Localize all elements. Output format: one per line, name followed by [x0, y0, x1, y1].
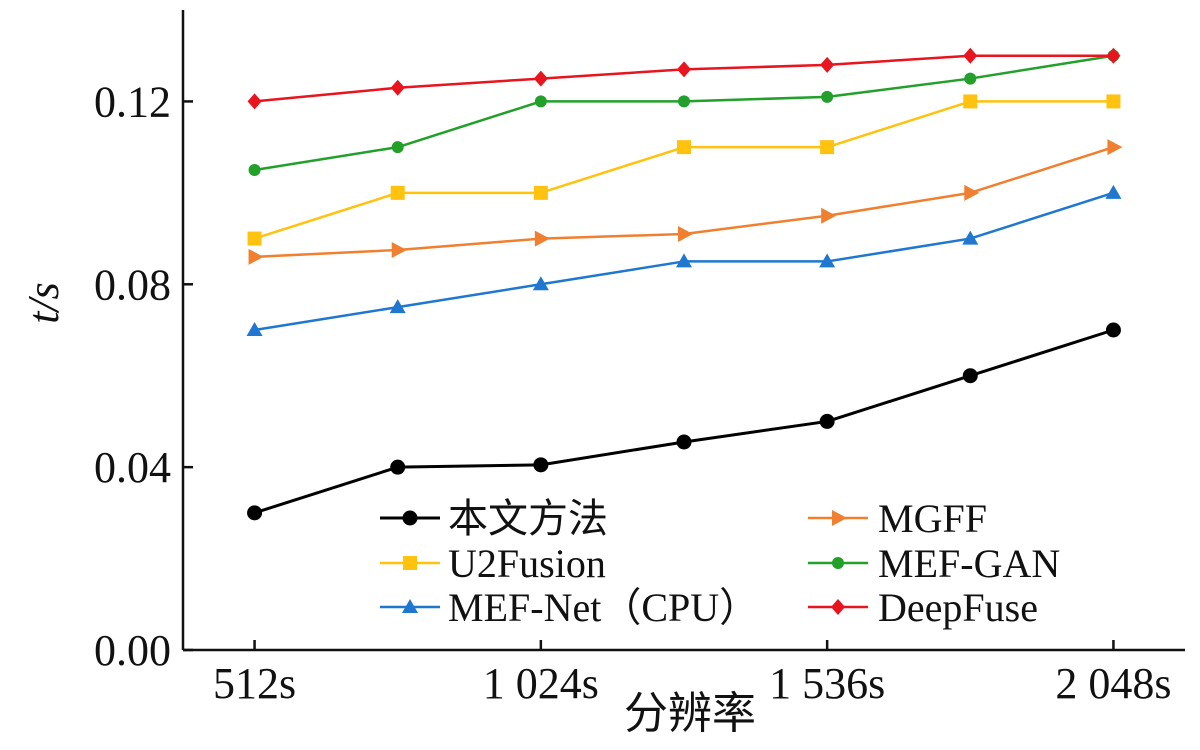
- data-point: [677, 140, 691, 155]
- data-point: [1107, 139, 1123, 156]
- data-point: [677, 61, 691, 78]
- legend-item: 本文方法: [380, 496, 608, 541]
- data-point: [246, 322, 263, 336]
- legend-marker: [832, 510, 847, 526]
- data-point: [821, 90, 834, 103]
- x-tick-label: 1 536s: [769, 659, 885, 708]
- legend-label: U2Fusion: [448, 541, 606, 586]
- data-point: [1105, 184, 1122, 199]
- chart-series: [246, 47, 1123, 521]
- data-point: [247, 505, 263, 521]
- y-tick-label: 0.12: [94, 77, 171, 126]
- data-point: [248, 164, 261, 176]
- series-line: [254, 328, 1114, 515]
- legend-label: MEF-Net（CPU）: [448, 585, 759, 630]
- data-point: [248, 248, 264, 265]
- data-point: [1106, 94, 1121, 109]
- x-tick-label: 1 024s: [483, 659, 599, 708]
- data-point: [391, 141, 404, 154]
- data-point: [676, 434, 692, 450]
- data-point: [533, 185, 548, 200]
- data-point: [534, 95, 547, 108]
- legend-item: MGFF: [808, 496, 987, 541]
- data-point: [247, 231, 262, 246]
- series-1: [247, 94, 1121, 246]
- data-point: [390, 79, 405, 96]
- y-tick-label: 0.08: [94, 260, 171, 309]
- data-point: [678, 95, 690, 108]
- data-point: [678, 226, 693, 242]
- y-tick-label: 0.00: [94, 626, 171, 675]
- legend-marker: [402, 510, 418, 526]
- data-point: [963, 47, 978, 64]
- data-point: [819, 413, 835, 429]
- x-axis-title: 分辨率: [624, 689, 756, 738]
- legend-marker: [402, 599, 418, 613]
- data-point: [964, 72, 977, 85]
- data-point: [676, 253, 692, 268]
- data-point: [962, 368, 978, 384]
- legend-item: MEF-Net（CPU）: [380, 585, 759, 630]
- legend-marker: [832, 557, 844, 569]
- legend-label: MEF-GAN: [878, 541, 1060, 586]
- data-point: [533, 70, 548, 87]
- series-3: [248, 139, 1123, 265]
- legend-marker: [403, 556, 417, 570]
- data-point: [819, 253, 836, 268]
- data-point: [963, 94, 978, 109]
- series-line: [254, 145, 1114, 259]
- legend-item: MEF-GAN: [808, 541, 1060, 586]
- legend-label: 本文方法: [448, 496, 608, 541]
- legend-item: DeepFuse: [808, 585, 1038, 630]
- data-point: [964, 184, 980, 201]
- legend-label: DeepFuse: [878, 585, 1038, 630]
- data-point: [389, 299, 406, 314]
- data-point: [820, 56, 835, 73]
- series-line: [254, 100, 1114, 240]
- series-5: [247, 47, 1121, 110]
- data-point: [1105, 322, 1121, 338]
- y-axis-title: t/s: [19, 282, 68, 324]
- legend-item: U2Fusion: [380, 541, 606, 586]
- data-point: [247, 93, 262, 110]
- legend-marker: [831, 599, 845, 615]
- series-0: [247, 322, 1121, 521]
- data-point: [1106, 47, 1121, 64]
- data-point: [534, 230, 550, 247]
- legend-label: MGFF: [878, 496, 987, 541]
- y-tick-label: 0.04: [94, 443, 171, 492]
- data-point: [820, 140, 835, 155]
- series-2: [246, 184, 1122, 336]
- x-tick-label: 512s: [213, 659, 296, 708]
- data-point: [821, 207, 837, 224]
- x-tick-label: 2 048s: [1055, 659, 1171, 708]
- data-point: [390, 185, 405, 200]
- chart-axes: 0.00 0.04 0.08 0.12 512s 1 024s 1 536s 2 048s: [94, 10, 1185, 708]
- data-point: [390, 459, 406, 475]
- data-point: [391, 242, 407, 258]
- data-point: [533, 457, 549, 473]
- data-point: [532, 276, 549, 291]
- data-point: [962, 230, 979, 245]
